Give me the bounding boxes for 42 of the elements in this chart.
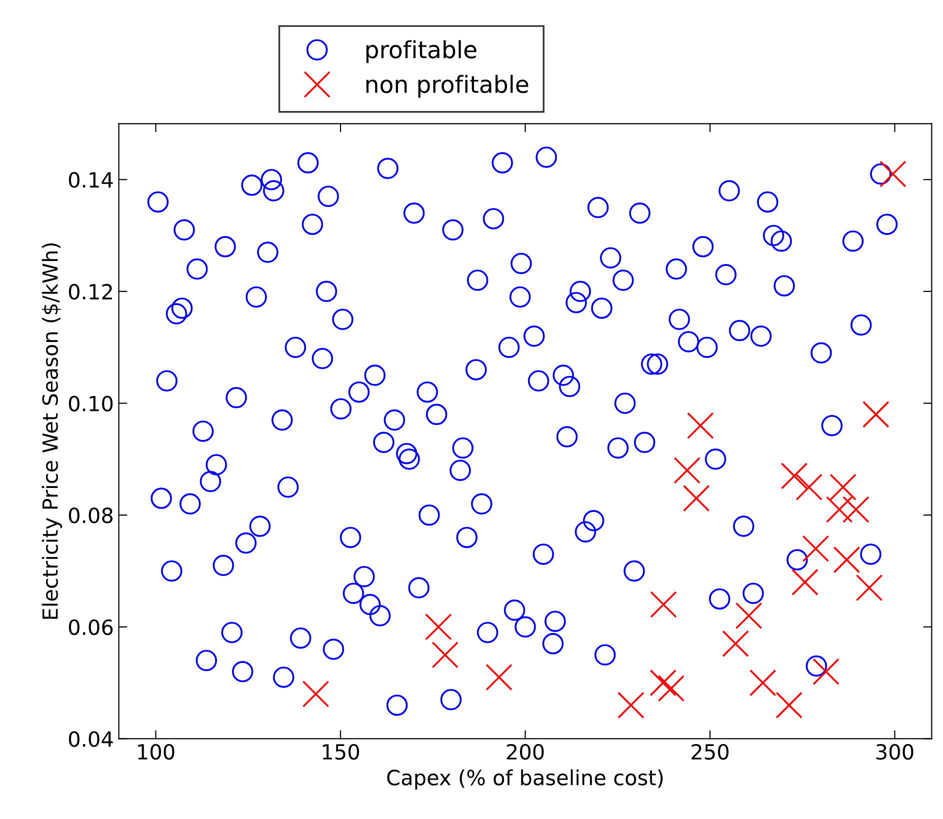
legend-label: profitable [366,40,476,64]
y-tick-label: 0.10 [68,396,113,412]
point [722,630,749,658]
point [792,568,818,596]
point [302,680,330,708]
point [833,546,860,574]
point [735,602,762,630]
point [674,456,700,484]
point [749,669,776,696]
point [776,692,802,719]
point [780,462,808,490]
y-tick-label: 0.14 [68,172,113,188]
point [658,675,685,702]
x-tick-label: 200 [506,744,544,760]
point [682,484,710,512]
point [425,614,452,640]
point [796,474,822,501]
point [826,496,853,523]
y-tick-label: 0.08 [68,508,113,524]
point [862,401,890,428]
x-tick-label: 150 [322,744,360,760]
point [686,412,714,440]
point [650,669,676,696]
point [879,160,906,188]
x-axis-title: Capex (% of baseline cost) [387,769,663,790]
point [830,474,856,501]
point [802,535,830,562]
point [618,692,644,719]
point [812,658,840,686]
y-tick-label: 0.12 [68,284,112,300]
y-tick-label: 0.06 [68,619,113,636]
point [650,591,677,618]
point [842,496,870,523]
x-tick-label: 300 [876,744,914,760]
y-tick-label: 0.04 [68,731,113,747]
point [486,664,512,691]
y-axis-title: Electricity Price Wet Season ($/kWh) [42,243,62,619]
x-tick-label: 250 [692,744,728,760]
legend-label: non profitable [366,74,528,98]
x-tick-label: 100 [138,744,174,760]
point [856,574,883,602]
point [432,641,458,668]
